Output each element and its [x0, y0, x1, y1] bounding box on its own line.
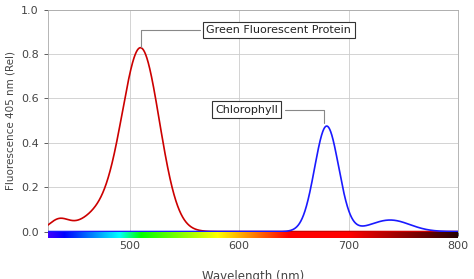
Text: Chlorophyll: Chlorophyll	[215, 105, 325, 123]
Y-axis label: Fluorescence 405 nm (Rel): Fluorescence 405 nm (Rel)	[6, 51, 16, 190]
X-axis label: Wavelength (nm): Wavelength (nm)	[202, 270, 304, 279]
Text: Green Fluorescent Protein: Green Fluorescent Protein	[141, 25, 351, 47]
